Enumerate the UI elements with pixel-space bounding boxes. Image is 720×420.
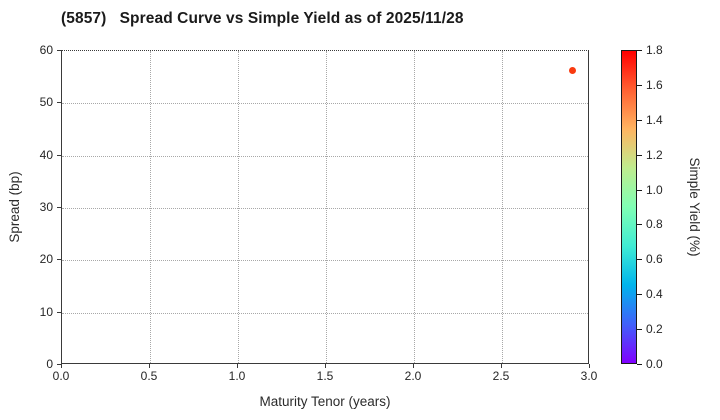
y-gridline [62, 260, 588, 262]
x-tick-mark [237, 364, 238, 368]
x-gridline [414, 51, 415, 363]
colorbar-tick-mark [637, 294, 642, 296]
colorbar-tick-mark [637, 50, 642, 51]
x-tick-mark [589, 364, 590, 368]
colorbar-tick-mark [637, 364, 642, 365]
y-tick-label: 60 [39, 43, 53, 57]
colorbar [621, 50, 637, 364]
colorbar-tick-label: 0.6 [646, 252, 663, 267]
colorbar-tick-mark [637, 119, 642, 121]
colorbar-tick-label: 1.6 [646, 77, 663, 92]
x-tick-label: 1.5 [316, 369, 334, 383]
colorbar-tick-mark [637, 259, 642, 261]
x-tick-label: 0.5 [140, 369, 158, 383]
y-tick-label: 0 [46, 357, 53, 371]
colorbar-tick-mark [637, 189, 642, 191]
y-tick-mark [57, 102, 61, 104]
y-tick-mark [57, 364, 61, 365]
x-tick-mark [325, 364, 326, 368]
y-gridline [62, 208, 588, 209]
colorbar-tick-label: 0.4 [646, 287, 663, 302]
chart-title: (5857) Spread Curve vs Simple Yield as o… [61, 10, 464, 27]
colorbar-tick-label: 1.8 [646, 43, 663, 57]
colorbar-tick-mark [637, 329, 642, 331]
x-gridline [326, 51, 327, 363]
x-tick-mark [501, 364, 502, 368]
y-tick-mark [57, 259, 61, 261]
y-tick-label: 30 [39, 200, 53, 214]
x-gridline [502, 51, 503, 363]
y-tick-label: 10 [39, 304, 53, 319]
x-tick-mark [149, 364, 150, 368]
y-gridline [62, 312, 588, 314]
x-tick-label: 1.0 [228, 369, 246, 383]
y-tick-label: 50 [39, 95, 53, 110]
colorbar-tick-label: 0.0 [646, 357, 663, 371]
x-tick-mark [61, 364, 62, 368]
y-gridline [62, 155, 588, 157]
x-tick-label: 2.5 [492, 369, 510, 383]
colorbar-tick-label: 1.4 [646, 112, 663, 127]
x-axis-label: Maturity Tenor (years) [259, 394, 391, 409]
colorbar-label: Simple Yield (%) [687, 157, 702, 257]
y-tick-mark [57, 50, 61, 51]
colorbar-tick-label: 1.0 [646, 182, 663, 197]
colorbar-tick-label: 1.2 [646, 147, 663, 162]
y-tick-mark [57, 207, 61, 208]
data-point [568, 66, 576, 74]
colorbar-tick-mark [637, 224, 642, 226]
x-tick-mark [413, 364, 414, 368]
x-tick-label: 3.0 [580, 369, 598, 383]
y-tick-mark [57, 154, 61, 156]
colorbar-tick-mark [637, 84, 642, 86]
x-tick-label: 0.0 [52, 369, 70, 383]
y-tick-label: 20 [39, 252, 53, 267]
colorbar-tick-label: 0.8 [646, 217, 663, 232]
x-gridline [238, 51, 239, 363]
x-tick-label: 2.0 [404, 369, 422, 383]
x-gridline [150, 51, 151, 363]
plot-area [61, 50, 589, 364]
y-tick-mark [57, 311, 61, 313]
colorbar-tick-mark [637, 154, 642, 156]
y-gridline [62, 103, 588, 105]
y-tick-label: 40 [39, 147, 53, 162]
colorbar-tick-label: 0.2 [646, 322, 663, 337]
